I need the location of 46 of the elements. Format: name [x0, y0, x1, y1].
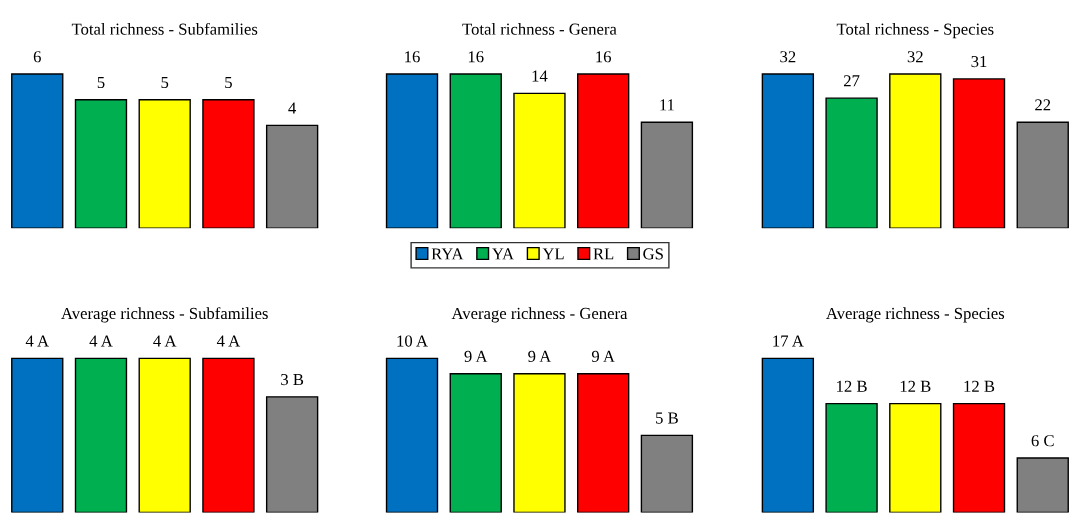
data-label: 17 A — [773, 335, 804, 347]
data-label: 6 C — [1031, 435, 1054, 447]
data-label: 5 — [161, 76, 169, 89]
bar — [825, 97, 878, 229]
bar — [1016, 121, 1069, 229]
bar — [889, 73, 942, 229]
data-label: 3 B — [281, 373, 304, 386]
data-label: 6 — [33, 51, 41, 63]
chart-title: Average richness - Species — [826, 307, 1005, 323]
data-label: 16 — [596, 51, 612, 63]
legend-label: RL — [593, 248, 614, 260]
data-label: 22 — [1035, 99, 1051, 111]
data-label: 5 — [225, 76, 232, 89]
data-label: 27 — [843, 75, 860, 87]
data-label: 4 A — [153, 335, 177, 347]
data-label: 4 A — [25, 335, 49, 347]
chart-title: Total richness - Species — [836, 23, 994, 39]
bar — [761, 73, 815, 229]
data-label: 14 — [532, 70, 548, 82]
data-label: 12 B — [837, 380, 867, 392]
bar — [952, 78, 1006, 229]
chart-title: Average richness - Subfamilies — [61, 307, 268, 323]
data-label: 12 B — [964, 380, 995, 392]
data-label: 4 — [288, 102, 297, 114]
legend-label: RYA — [431, 248, 464, 260]
data-label: 10 A — [397, 335, 428, 347]
chart-title: Total richness - Genera — [462, 23, 617, 35]
legend-label: YL — [542, 248, 564, 260]
legend-label: GS — [643, 248, 663, 260]
data-label: 12 B — [900, 380, 931, 392]
data-label: 9 A — [464, 350, 488, 363]
data-label: 31 — [971, 55, 987, 68]
data-label: 5 B — [656, 412, 678, 424]
data-label: 11 — [660, 99, 674, 111]
data-label: 16 — [405, 51, 420, 63]
data-label: 4 A — [89, 335, 113, 347]
data-label: 5 — [97, 76, 105, 89]
chart-title: Total richness - Subfamilies — [71, 22, 258, 35]
data-label: 32 — [907, 51, 923, 63]
data-label: 32 — [780, 51, 796, 63]
data-label: 9 A — [591, 350, 615, 363]
chart-title: Average richness - Genera — [451, 307, 628, 323]
data-label: 4 A — [216, 335, 241, 347]
data-label: 16 — [468, 51, 484, 63]
data-label: 9 A — [528, 350, 552, 363]
legend-label: YA — [492, 248, 514, 260]
